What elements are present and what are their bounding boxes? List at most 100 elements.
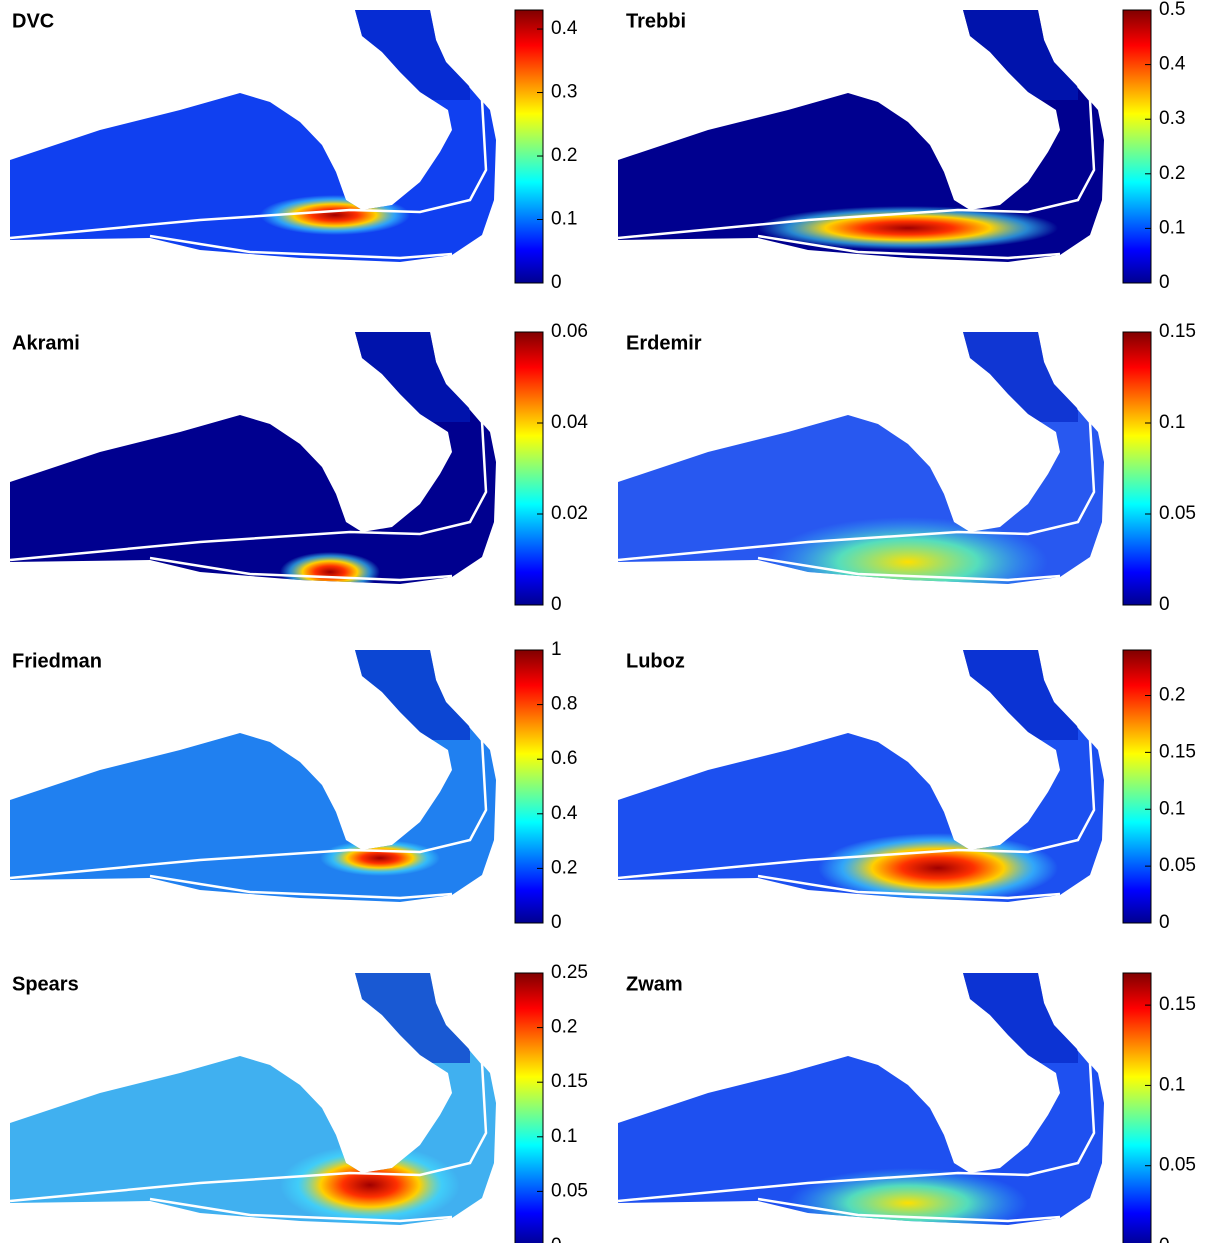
colorbar (1122, 9, 1152, 284)
panel: Luboz 0 0.05 0.1 0.15 0.2 (617, 649, 1196, 933)
heatmap-upper (948, 332, 1078, 422)
colorbar-tick-label: 0.05 (1159, 855, 1196, 876)
colorbar-tick-label: 0.15 (1159, 994, 1196, 1015)
boundary-line (149, 1197, 453, 1223)
colorbar-tick-label: 0 (1159, 1235, 1170, 1243)
heatmap-hotspot (320, 840, 440, 876)
panel-title: Erdemir (626, 332, 702, 354)
heatmap-hotspot (758, 206, 1058, 250)
colorbar (1122, 972, 1152, 1243)
colorbar-tick-label: 0 (551, 594, 562, 615)
heatmap (10, 973, 496, 1225)
heatmap-upper (340, 10, 470, 100)
colorbar-tick-label: 0.04 (551, 412, 588, 433)
colorbar-tick-label: 0.06 (551, 321, 588, 342)
panel-title: DVC (12, 10, 54, 32)
boundary-line (9, 85, 488, 240)
colorbar (514, 331, 544, 606)
colorbar (514, 649, 544, 924)
colorbar (1122, 649, 1152, 924)
colorbar-tick-label: 1 (551, 639, 562, 660)
heatmap-upper (948, 10, 1078, 100)
heatmap-hotspot (280, 1145, 460, 1225)
colorbar-tick-label: 0.4 (1159, 54, 1186, 75)
colorbar-tick-label: 0.8 (551, 694, 577, 715)
boundary-line (617, 85, 1096, 240)
heatmap-upper (340, 650, 470, 740)
colorbar-tick-label: 0 (1159, 272, 1170, 293)
panel: Akrami 0 0.02 0.04 0.06 (9, 321, 588, 615)
panel-title: Trebbi (626, 10, 686, 32)
panel: Spears 0 0.05 0.1 0.15 0.2 0.25 (9, 962, 588, 1243)
heatmap (10, 332, 496, 584)
colorbar-tick-label: 0 (1159, 912, 1170, 933)
heatmap (618, 973, 1104, 1225)
panel: DVC 0 0.1 0.2 0.3 0.4 (9, 9, 578, 293)
colorbar-tick-label: 0.25 (551, 962, 588, 983)
colorbar (514, 972, 544, 1243)
heatmap (10, 10, 496, 262)
boundary-line (9, 725, 488, 880)
colorbar-tick-label: 0.1 (1159, 412, 1185, 433)
colorbar-tick-label: 0.1 (551, 209, 577, 230)
boundary-line (617, 725, 1096, 880)
heatmap-hotspot (768, 517, 1048, 584)
colorbar-tick-label: 0.1 (551, 1126, 577, 1147)
boundary-line (617, 1048, 1096, 1203)
heatmap-hotspot (280, 552, 380, 584)
colorbar-tick-label: 0.2 (551, 145, 577, 166)
heatmap (618, 10, 1104, 262)
colorbar-tick-label: 0.15 (1159, 741, 1196, 762)
panel: Erdemir 0 0.05 0.1 0.15 (617, 321, 1196, 615)
boundary-line (9, 407, 488, 562)
colorbar-tick-label: 0.3 (1159, 108, 1185, 129)
heatmap (618, 332, 1104, 584)
heatmap-upper (948, 650, 1078, 740)
colorbar-tick-label: 0.02 (551, 503, 588, 524)
colorbar-tick-label: 0.2 (551, 857, 577, 878)
colorbar-tick-label: 0.1 (1159, 217, 1185, 238)
colorbar-tick-label: 0.15 (551, 1071, 588, 1092)
colorbar-tick-label: 0.4 (551, 18, 578, 39)
colorbar-tick-label: 0.05 (1159, 503, 1196, 524)
colorbar (1122, 331, 1152, 606)
colorbar-tick-label: 0.2 (551, 1017, 577, 1038)
panel: Trebbi 0 0.1 0.2 0.3 0.4 0.5 (617, 0, 1186, 293)
colorbar-tick-label: 0 (1159, 594, 1170, 615)
colorbar-tick-label: 0.05 (1159, 1155, 1196, 1176)
panel: Friedman 0 0.2 0.4 0.6 0.8 1 (9, 639, 578, 933)
panel: Zwam 0 0.05 0.1 0.15 (617, 972, 1196, 1243)
colorbar-tick-label: 0.15 (1159, 321, 1196, 342)
heatmap-upper (948, 973, 1078, 1063)
panel-title: Zwam (626, 973, 683, 995)
colorbar (514, 9, 544, 284)
boundary-line (149, 874, 453, 900)
heatmap-upper (340, 332, 470, 422)
boundary-line (617, 407, 1096, 562)
panel-title: Friedman (12, 650, 102, 672)
heatmap-upper (340, 973, 470, 1063)
boundary-line (9, 1048, 488, 1203)
panel-title: Akrami (12, 332, 80, 354)
colorbar-tick-label: 0 (551, 1235, 562, 1243)
boundary-line (757, 874, 1061, 900)
heatmap-hotspot (788, 1168, 1028, 1225)
panel-title: Spears (12, 973, 79, 995)
boundary-line (757, 234, 1061, 260)
heatmap (618, 650, 1104, 902)
colorbar-tick-label: 0 (551, 912, 562, 933)
colorbar-tick-label: 0.3 (551, 82, 577, 103)
colorbar-tick-label: 0.05 (551, 1180, 588, 1201)
boundary-line (757, 1197, 1061, 1223)
boundary-line (149, 556, 453, 582)
colorbar-tick-label: 0.5 (1159, 0, 1185, 20)
colorbar-tick-label: 0.1 (1159, 798, 1185, 819)
boundary-line (757, 556, 1061, 582)
colorbar-tick-label: 0.6 (551, 748, 577, 769)
colorbar-tick-label: 0.1 (1159, 1074, 1185, 1095)
colorbar-tick-label: 0 (551, 272, 562, 293)
colorbar-tick-label: 0.2 (1159, 685, 1185, 706)
colorbar-tick-label: 0.2 (1159, 163, 1185, 184)
boundary-line (149, 234, 453, 260)
